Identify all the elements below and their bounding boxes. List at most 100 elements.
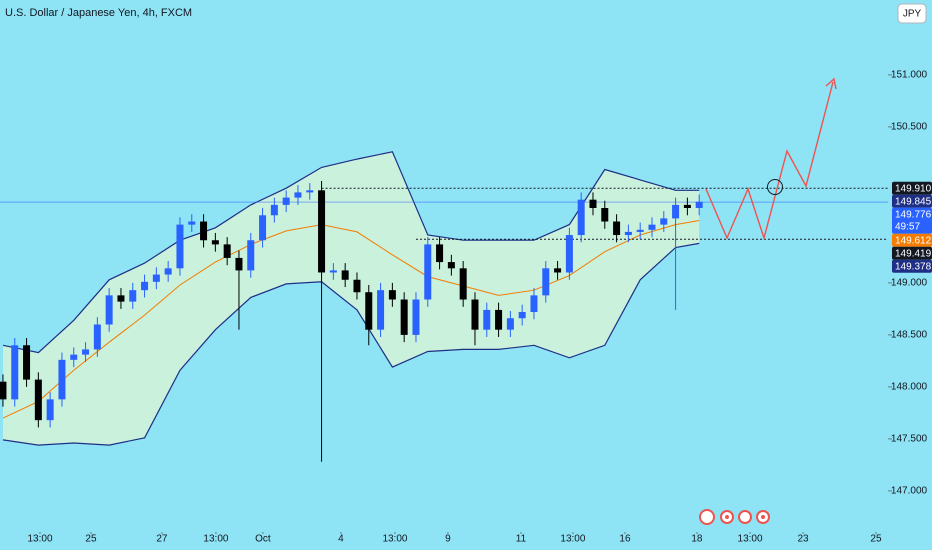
currency-box[interactable] — [897, 3, 927, 24]
price-label: 149.419 — [895, 248, 932, 259]
y-tick-label: 151.000 — [891, 70, 928, 81]
y-tick-label: 147.500 — [891, 434, 928, 445]
candle-body — [577, 199, 585, 236]
x-tick-label: 13:00 — [738, 534, 763, 545]
candle-body — [117, 295, 125, 302]
candle-body — [282, 197, 290, 205]
y-tick-label: 148.500 — [891, 330, 928, 341]
candle-body — [141, 281, 149, 291]
candle-body — [223, 244, 231, 258]
candle-body — [672, 204, 680, 219]
axes: 151.000 150.500 149.000 148.500 148.000 147.5… — [27, 70, 932, 545]
candle-body — [247, 240, 255, 271]
event-icon-dot — [761, 515, 765, 519]
x-tick-label: Oct — [255, 534, 271, 545]
candle-body — [589, 199, 597, 208]
x-tick-label: 23 — [797, 534, 809, 545]
candle-body — [211, 240, 219, 245]
x-tick-label: 16 — [619, 534, 631, 545]
x-tick-label: 4 — [338, 534, 344, 545]
candle-body — [424, 244, 432, 300]
y-tick-label: 147.000 — [891, 486, 928, 497]
candle-body — [93, 324, 101, 350]
event-icon[interactable] — [738, 510, 752, 524]
price-label: 149.612 — [895, 235, 932, 246]
chart-title: U.S. Dollar / Japanese Yen, 4h, FXCM — [5, 7, 192, 19]
candle-body — [318, 190, 326, 273]
x-tick-label: 18 — [691, 534, 703, 545]
candle-body — [105, 295, 113, 325]
price-label-box — [892, 233, 932, 247]
candle-body — [483, 309, 491, 330]
candle-body — [235, 257, 243, 271]
candle-body — [683, 204, 691, 208]
event-icons[interactable] — [699, 509, 770, 525]
candle-body — [270, 204, 278, 216]
candle-body — [377, 290, 385, 330]
candle-body — [388, 290, 396, 300]
candle-body — [11, 345, 19, 400]
candle-body — [176, 224, 184, 269]
lower-band — [2, 242, 700, 446]
x-tick-label: 9 — [445, 534, 451, 545]
x-tick-label: 25 — [85, 534, 97, 545]
x-tick-label: 13:00 — [27, 534, 52, 545]
candle-body — [624, 231, 632, 236]
candle-body — [601, 208, 609, 222]
candle-body — [400, 299, 408, 335]
candle-body — [294, 192, 302, 198]
event-icon[interactable] — [699, 509, 715, 525]
candle-body — [636, 229, 644, 232]
event-icon-dot — [725, 515, 729, 519]
candle-body — [188, 221, 196, 225]
y-tick-label: 150.500 — [891, 122, 928, 133]
candle-body — [329, 270, 337, 273]
candle-body — [70, 354, 78, 360]
y-tick-label: 149.000 — [891, 278, 928, 289]
y-tick-label: 148.000 — [891, 382, 928, 393]
x-tick-label: 27 — [156, 534, 168, 545]
middle-band — [2, 220, 700, 419]
price-countdown: 49:57 — [895, 221, 920, 232]
candle-body — [695, 201, 703, 208]
candle-body — [459, 268, 467, 300]
candle-body — [613, 221, 621, 236]
price-label-box — [892, 259, 932, 273]
candle-body — [306, 190, 314, 193]
candle-body — [23, 345, 31, 380]
upper-band — [2, 151, 700, 354]
candle-body — [554, 268, 562, 273]
price-label-box — [892, 194, 932, 208]
candle-body — [471, 299, 479, 330]
candle-body — [0, 381, 7, 400]
x-tick-label: 13:00 — [560, 534, 585, 545]
price-label: 149.776 — [895, 209, 932, 220]
candle-body — [200, 221, 208, 241]
candle-body — [164, 268, 172, 275]
candle-body — [46, 399, 54, 421]
candle-body — [58, 359, 66, 400]
candle-body — [648, 224, 656, 230]
candle-body — [412, 299, 420, 335]
candle-body — [82, 349, 90, 355]
currency[interactable]: JPY — [903, 9, 922, 20]
price-label: 149.378 — [895, 261, 932, 272]
candle-body — [436, 244, 444, 263]
highlight-circle — [767, 179, 783, 195]
candle-body — [506, 318, 514, 330]
candle-body — [495, 309, 503, 330]
candle-body — [34, 379, 42, 421]
x-tick-label: 25 — [870, 534, 882, 545]
candle-body — [353, 279, 361, 293]
price-label-box — [892, 181, 932, 195]
price-label-box — [892, 246, 932, 260]
price-label: 149.910 — [895, 183, 932, 194]
candle-body — [341, 270, 349, 280]
projection-path — [705, 81, 834, 241]
projection-arrowhead — [825, 77, 837, 90]
candle-body — [129, 290, 137, 302]
candle-body — [365, 292, 373, 330]
plot-area — [0, 151, 888, 462]
candle-body — [152, 274, 160, 282]
